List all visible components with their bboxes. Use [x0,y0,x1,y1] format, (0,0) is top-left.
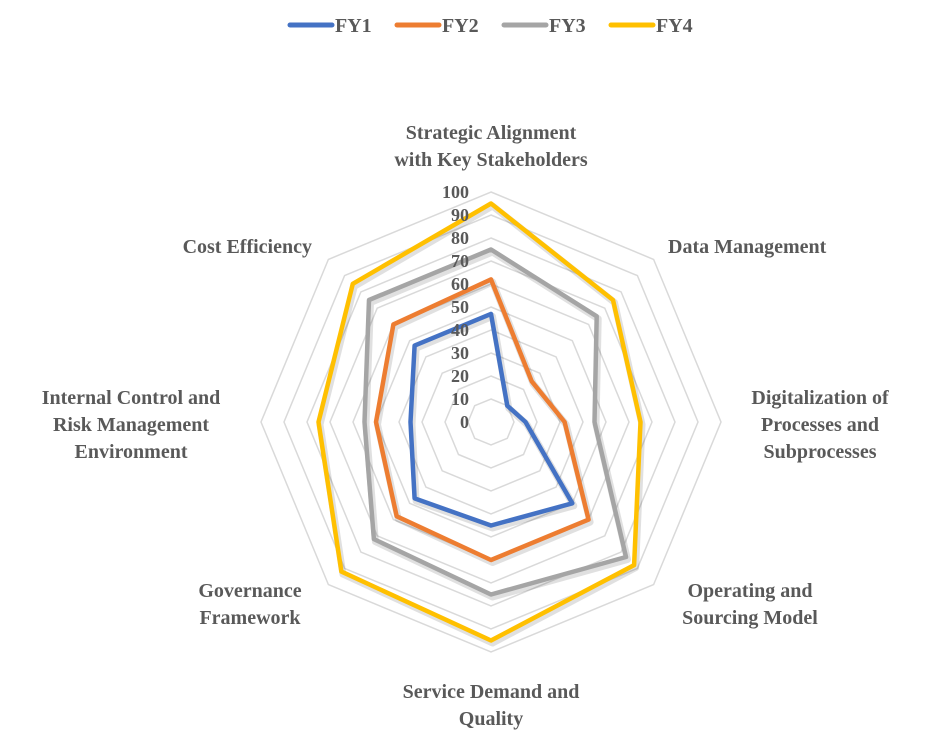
tick-label: 60 [451,274,469,294]
axis-label: Cost Efficiency [183,236,312,258]
radar-axis-labels: Strategic Alignment with Key Stakeholders… [42,122,889,730]
radar-series [316,201,646,647]
tick-label: 0 [460,412,469,432]
radar-ticks: 0 10 20 30 40 50 60 70 80 90 100 [442,182,469,432]
legend-item-fy3: FY3 [501,15,586,37]
tick-label: 80 [451,228,469,248]
legend-label: FY1 [335,15,372,37]
legend-item-fy1: FY1 [287,15,372,37]
tick-label: 20 [451,366,469,386]
radar-grid [260,191,722,653]
grid-ring [398,329,584,515]
tick-label: 30 [451,343,469,363]
axis-label: Operating and Sourcing Model [682,580,818,629]
legend-label: FY4 [656,15,693,37]
series-shadow [408,312,578,532]
tick-label: 70 [451,251,469,271]
series-shadow [362,248,631,601]
grid-ring [375,306,607,538]
tick-label: 10 [451,389,469,409]
grid-ring [329,260,653,584]
series-line-fy4 [316,201,643,643]
grid-ring [444,375,538,469]
legend-item-fy2: FY2 [394,15,479,37]
grid-ring [260,191,722,653]
grid-ring [421,352,561,492]
axis-label: Service Demand and Quality [403,681,580,730]
tick-label: 40 [451,320,469,340]
tick-label: 90 [451,205,469,225]
series-line-fy3 [362,247,629,597]
series-line-fy2 [373,277,591,563]
tick-label: 50 [451,297,469,317]
grid-ring [467,398,515,446]
axis-label: Strategic Alignment with Key Stakeholders [394,122,588,171]
legend-label: FY2 [442,15,479,37]
tick-label: 100 [442,182,469,202]
axis-label: Digitalization of Processes and Subprocess… [751,387,889,463]
axis-label: Internal Control and Risk Management Envir… [42,387,221,463]
grid-ring [283,214,699,630]
chart-legend: FY1 FY2 FY3 FY4 [287,15,693,37]
axis-label: Data Management [668,236,827,258]
grid-ring [306,237,676,607]
legend-label: FY3 [549,15,586,37]
series-line-fy1 [408,311,575,528]
legend-item-fy4: FY4 [608,15,693,37]
axis-label: Governance Framework [198,580,301,629]
